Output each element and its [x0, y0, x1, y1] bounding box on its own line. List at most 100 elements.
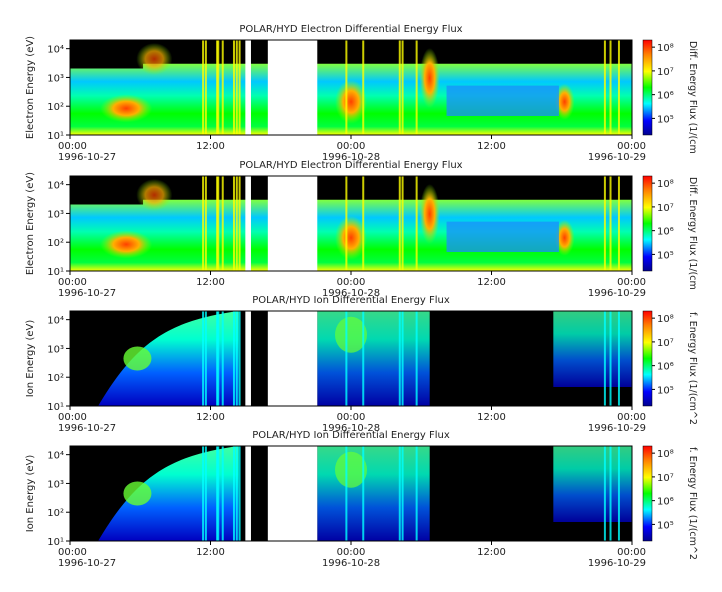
panel-title: POLAR/HYD Ion Differential Energy Flux	[252, 295, 450, 306]
colorbar-tick-label: 10⁸	[657, 449, 674, 460]
x-tick-date: 1996-10-27	[58, 288, 116, 299]
flux-hotspot	[335, 451, 367, 488]
y-tick-label: 10⁴	[47, 451, 64, 462]
flux-band	[317, 311, 430, 406]
flux-stripe	[204, 40, 207, 135]
colorbar-tick-label: 10⁶	[657, 362, 674, 373]
flux-stripe	[202, 446, 205, 541]
flux-band	[553, 446, 632, 522]
flux-stripe	[362, 311, 365, 406]
x-tick-label: 00:00	[617, 141, 646, 152]
flux-hotspot	[554, 83, 575, 120]
x-tick-date: 1996-10-27	[58, 423, 116, 434]
y-tick-label: 10³	[47, 479, 64, 490]
flux-stripe	[362, 40, 365, 135]
x-tick-label: 00:00	[337, 547, 366, 558]
data-gap	[245, 39, 251, 136]
flux-stripe	[216, 446, 219, 541]
colorbar-label: f. Energy Flux (1/(cm^2	[687, 447, 698, 560]
y-axis-label: Ion Energy (eV)	[25, 455, 36, 533]
flux-stripe	[238, 311, 241, 406]
x-tick-date: 1996-10-29	[588, 423, 646, 434]
flux-stripe	[609, 311, 612, 406]
x-tick-label: 00:00	[337, 277, 366, 288]
flux-band	[317, 446, 430, 541]
colorbar	[642, 445, 653, 542]
flux-stripe	[398, 446, 401, 541]
x-tick-label: 00:00	[58, 412, 87, 423]
flux-hotspot	[100, 230, 153, 259]
flux-stripe	[217, 446, 220, 541]
flux-band	[446, 85, 559, 116]
flux-gap	[70, 176, 144, 205]
flux-stripe	[232, 40, 235, 135]
flux-hotspot	[335, 316, 367, 353]
x-tick-date: 1996-10-29	[588, 288, 646, 299]
flux-stripe	[609, 446, 612, 541]
flux-stripe	[617, 311, 620, 406]
colorbar-tick-label: 10⁷	[657, 473, 674, 484]
x-tick-label: 12:00	[477, 547, 506, 558]
flux-stripe	[216, 176, 219, 271]
y-tick-label: 10²	[47, 373, 64, 384]
flux-stripe	[238, 176, 241, 271]
flux-stripe	[202, 176, 205, 271]
flux-stripe	[235, 311, 238, 406]
flux-stripe	[204, 176, 207, 271]
flux-stripe	[345, 446, 348, 541]
flux-hotspot	[136, 43, 173, 75]
flux-stripe	[221, 176, 224, 271]
x-tick-label: 00:00	[58, 141, 87, 152]
flux-stripe	[603, 40, 606, 135]
y-tick-label: 10⁴	[47, 181, 64, 192]
y-tick-label: 10³	[47, 73, 64, 84]
colorbar-tick-label: 10⁸	[657, 43, 674, 54]
flux-stripe	[398, 40, 401, 135]
data-gap	[267, 39, 318, 136]
flux-stripe	[238, 446, 241, 541]
colorbar-tick-label: 10⁵	[657, 114, 674, 125]
flux-stripe	[603, 176, 606, 271]
data-gap	[245, 175, 251, 272]
data-gap	[245, 445, 251, 542]
x-tick-date: 1996-10-28	[322, 288, 380, 299]
flux-stripe	[603, 446, 606, 541]
y-axis-label: Electron Energy (eV)	[25, 172, 36, 275]
colorbar-label: f. Energy Flux (1/(cm^2	[687, 312, 698, 425]
colorbar-tick-label: 10⁸	[657, 314, 674, 325]
flux-hotspot	[123, 481, 152, 506]
flux-hotspot	[419, 184, 440, 244]
flux-stripe	[401, 40, 404, 135]
x-tick-date: 1996-10-27	[58, 152, 116, 163]
flux-stripe	[345, 176, 348, 271]
flux-stripe	[362, 176, 365, 271]
flux-stripe	[401, 311, 404, 406]
flux-stripe	[415, 40, 418, 135]
x-tick-label: 12:00	[477, 277, 506, 288]
x-tick-label: 12:00	[196, 277, 225, 288]
x-tick-label: 00:00	[337, 141, 366, 152]
flux-stripe	[398, 176, 401, 271]
data-gap	[267, 445, 318, 542]
flux-stripe	[216, 40, 219, 135]
x-tick-date: 1996-10-27	[58, 558, 116, 569]
flux-hotspot	[335, 79, 367, 124]
y-tick-label: 10²	[47, 238, 64, 249]
flux-stripe	[217, 40, 220, 135]
colorbar-tick-label: 10⁶	[657, 91, 674, 102]
panel-1: POLAR/HYD Electron Differential Energy F…	[25, 24, 698, 163]
flux-stripe	[415, 311, 418, 406]
flux-stripe	[235, 446, 238, 541]
flux-stripe	[238, 40, 241, 135]
flux-stripe	[235, 176, 238, 271]
x-tick-label: 12:00	[196, 141, 225, 152]
flux-stripe	[217, 176, 220, 271]
x-tick-label: 00:00	[617, 547, 646, 558]
flux-stripe	[345, 40, 348, 135]
flux-hotspot	[419, 48, 440, 108]
panel-4: POLAR/HYD Ion Differential Energy Flux 10…	[25, 430, 698, 569]
flux-stripe	[603, 311, 606, 406]
flux-hotspot	[554, 219, 575, 256]
y-tick-label: 10¹	[47, 131, 64, 142]
